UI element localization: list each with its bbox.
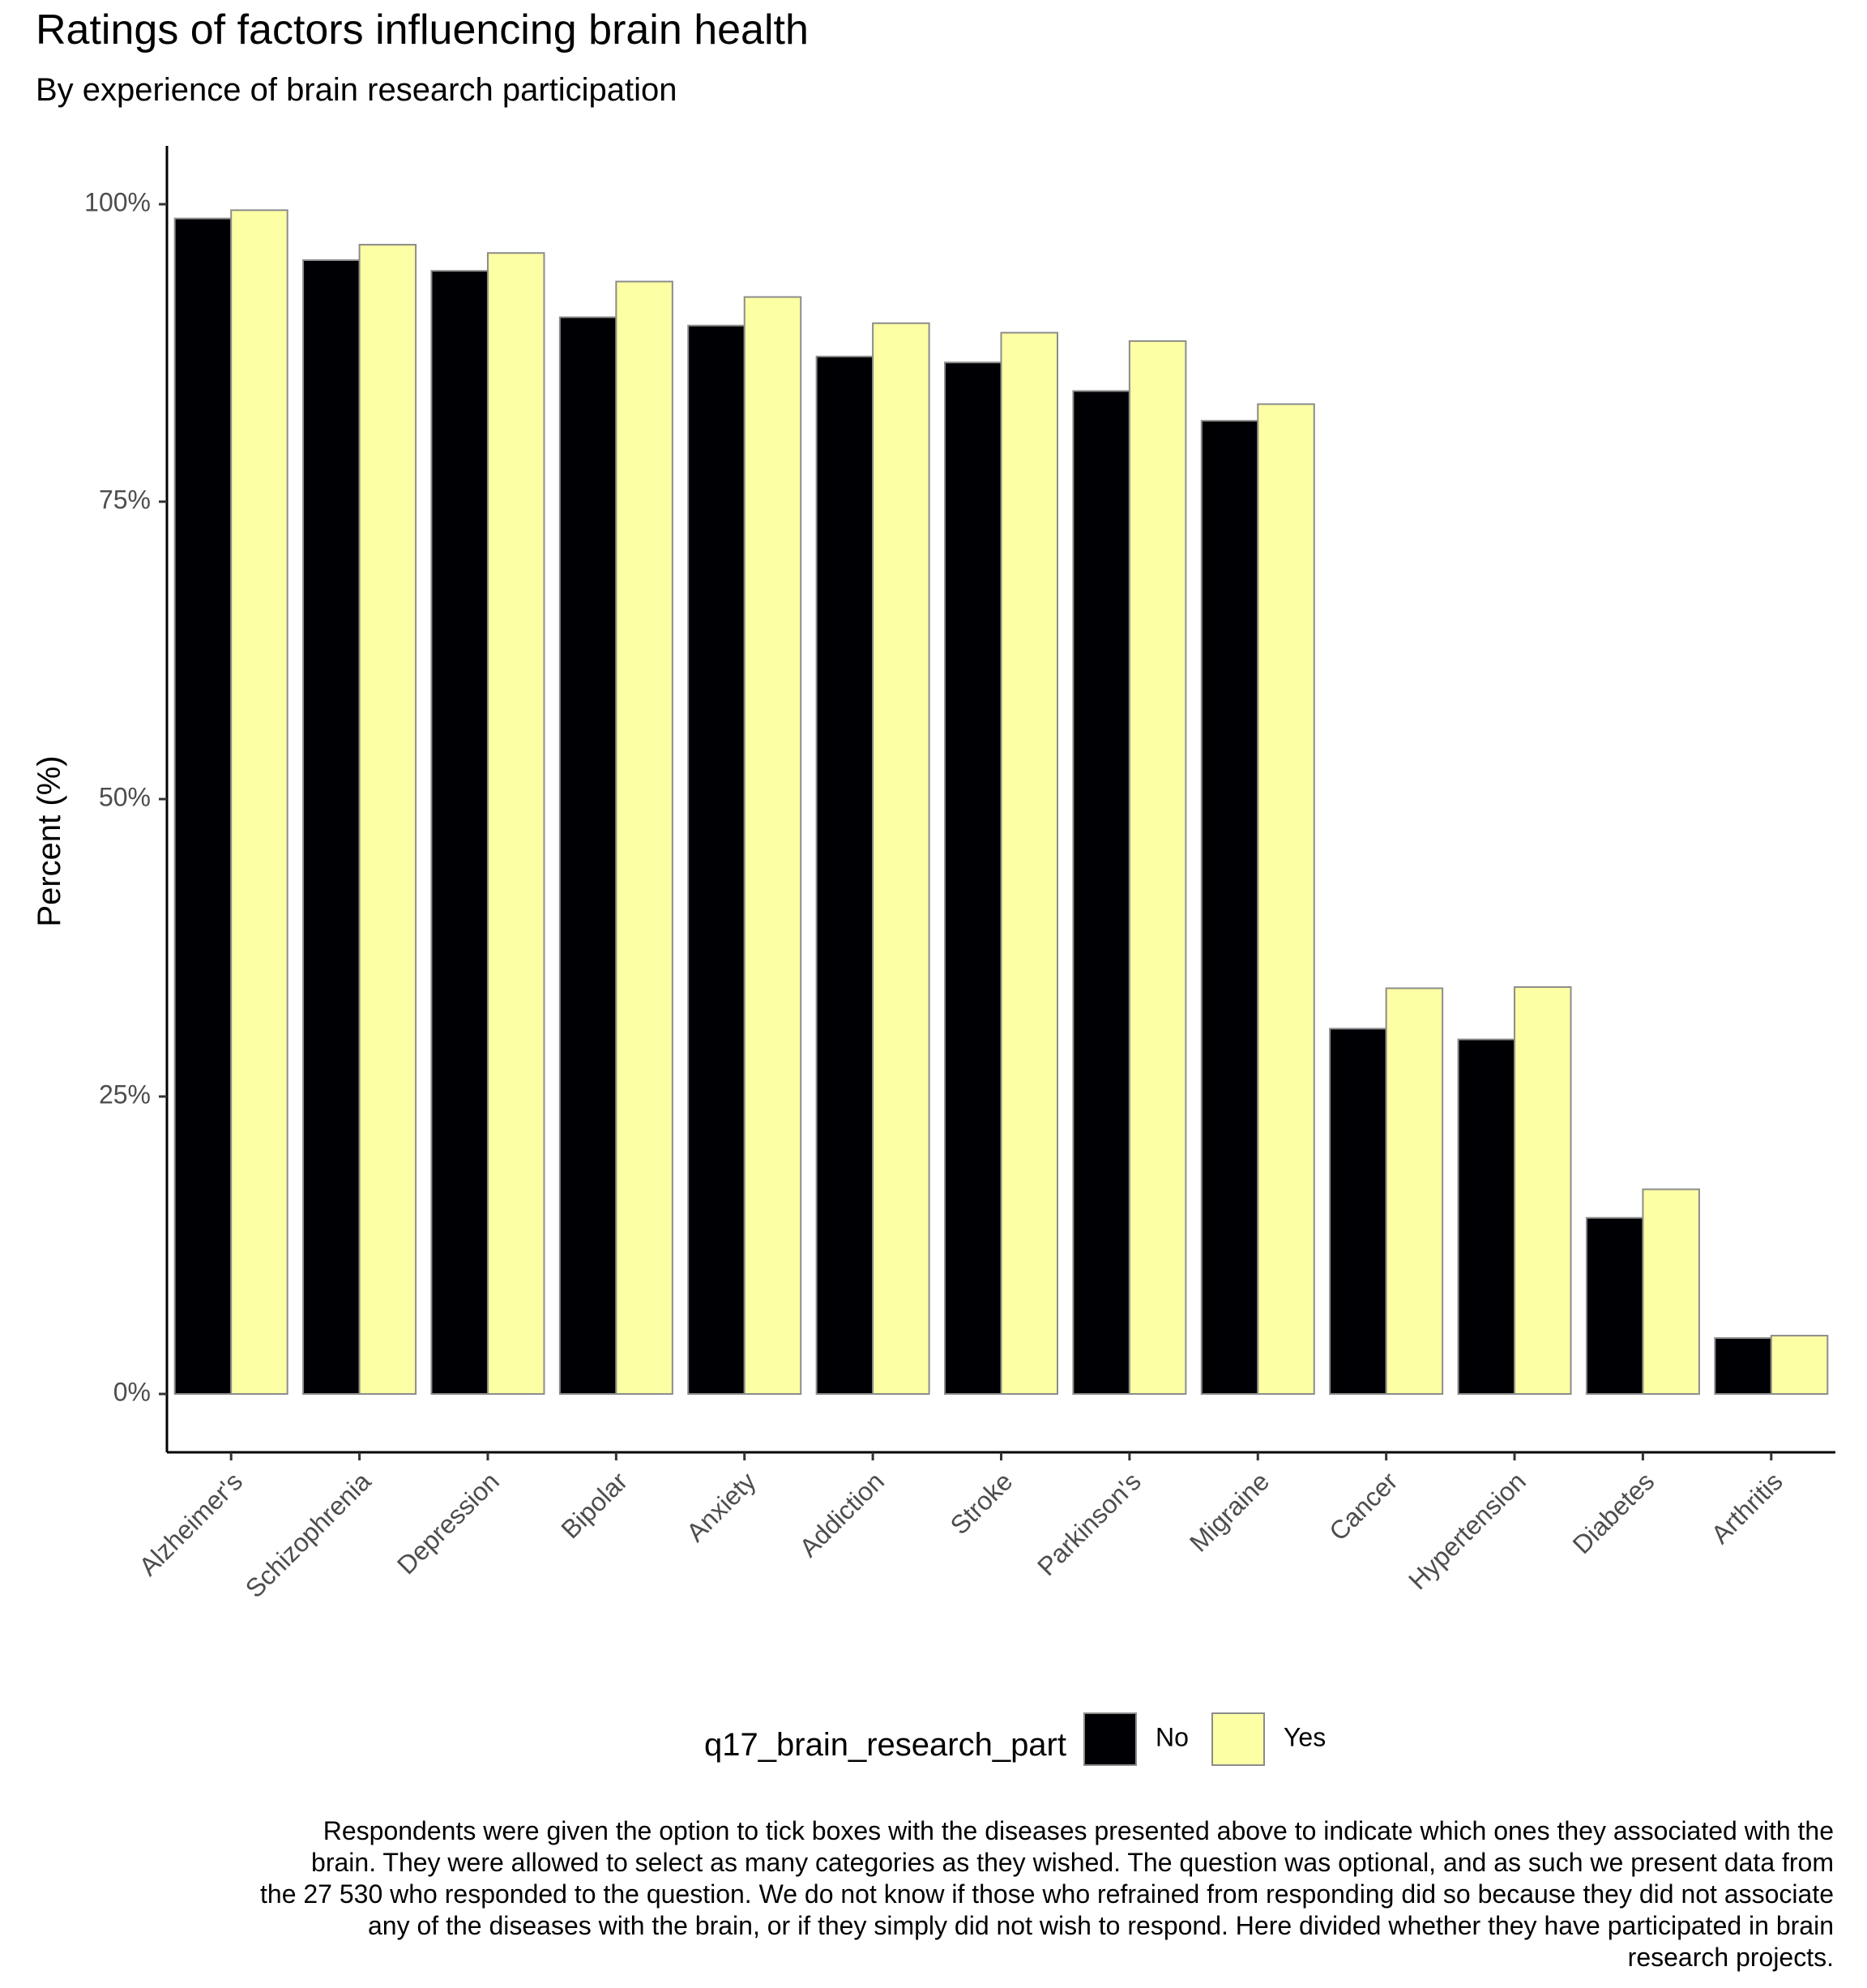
x-tick-label: Migraine xyxy=(1184,1466,1275,1557)
caption-line: research projects. xyxy=(1628,1943,1834,1972)
bar-alzheimer-s-yes xyxy=(230,209,288,1396)
x-tick-label: Alzheimer's xyxy=(133,1466,248,1581)
bar-depression-yes xyxy=(486,252,545,1396)
x-tick-label: Cancer xyxy=(1323,1466,1403,1546)
chart-subtitle: By experience of brain research particip… xyxy=(36,72,677,108)
bar-cancer-yes xyxy=(1385,987,1444,1396)
caption-line: any of the diseases with the brain, or i… xyxy=(368,1911,1834,1940)
x-tick-label: Addiction xyxy=(794,1466,891,1563)
legend-label-no: No xyxy=(1156,1722,1189,1751)
bar-arthritis-no xyxy=(1714,1337,1772,1395)
bar-depression-no xyxy=(430,270,489,1396)
bar-schizophrenia-yes xyxy=(358,243,417,1395)
bar-bipolar-yes xyxy=(615,280,673,1395)
legend-title: q17_brain_research_part xyxy=(704,1727,1066,1763)
legend-label-yes: Yes xyxy=(1284,1722,1326,1751)
y-axis-label: Percent (%) xyxy=(32,755,67,926)
x-tick-label: Anxiety xyxy=(681,1466,762,1547)
y-tick-label: 50% xyxy=(99,782,151,811)
bar-addiction-yes xyxy=(872,322,930,1395)
bar-stroke-no xyxy=(944,361,1002,1395)
bar-alzheimer-s-no xyxy=(173,217,233,1395)
y-tick-label: 75% xyxy=(99,485,151,514)
x-tick-label: Schizophrenia xyxy=(240,1466,377,1603)
legend-key-no xyxy=(1083,1712,1137,1766)
caption-line: brain. They were allowed to select as ma… xyxy=(311,1848,1834,1877)
bar-bipolar-no xyxy=(558,316,617,1396)
bar-addiction-no xyxy=(815,355,874,1395)
bar-stroke-yes xyxy=(1000,331,1058,1395)
x-tick-label: Stroke xyxy=(945,1466,1019,1540)
y-tick-label: 25% xyxy=(99,1080,151,1109)
bar-cancer-no xyxy=(1329,1028,1387,1395)
x-tick-label: Arthritis xyxy=(1706,1466,1788,1549)
bar-migraine-yes xyxy=(1257,403,1315,1395)
bar-anxiety-yes xyxy=(743,296,802,1395)
x-tick-label: Depression xyxy=(391,1466,505,1580)
bar-arthritis-yes xyxy=(1770,1335,1829,1395)
legend-key-yes xyxy=(1211,1712,1265,1766)
caption-line: Respondents were given the option to tic… xyxy=(323,1816,1834,1845)
bar-diabetes-no xyxy=(1585,1216,1644,1395)
y-tick-label: 100% xyxy=(84,187,151,216)
y-tick-label: 0% xyxy=(113,1377,151,1406)
legend: q17_brain_research_part No Yes xyxy=(704,1712,1326,1766)
bar-hypertension-yes xyxy=(1514,985,1572,1395)
x-tick-label: Hypertension xyxy=(1403,1466,1532,1595)
chart-caption: Respondents were given the option to tic… xyxy=(260,1816,1834,1972)
bar-anxiety-no xyxy=(687,324,746,1395)
bar-hypertension-no xyxy=(1457,1038,1516,1396)
chart-title: Ratings of factors influencing brain hea… xyxy=(36,6,809,53)
bar-migraine-no xyxy=(1200,420,1259,1395)
bar-parkinson-s-yes xyxy=(1128,340,1187,1396)
caption-line: the 27 530 who responded to the question… xyxy=(260,1879,1834,1909)
bar-diabetes-yes xyxy=(1642,1188,1700,1395)
bar-parkinson-s-no xyxy=(1072,390,1130,1396)
bars-layer xyxy=(173,209,1829,1396)
x-tick-label: Bipolar xyxy=(555,1466,633,1544)
x-tick-label: Diabetes xyxy=(1567,1466,1660,1559)
x-tick-label: Parkinson's xyxy=(1032,1466,1147,1581)
bar-schizophrenia-no xyxy=(302,259,361,1395)
